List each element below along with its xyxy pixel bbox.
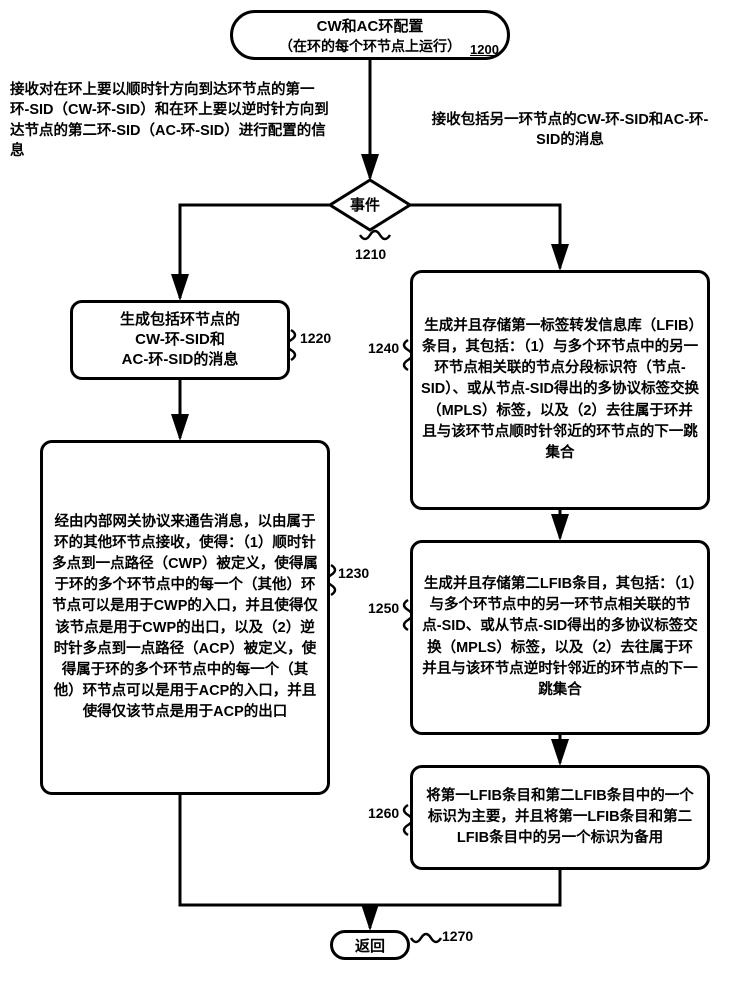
ref-1240: 1240 <box>368 340 399 356</box>
left-branch-label: 接收对在环上要以顺时针方向到达环节点的第一环-SID（CW-环-SID）和在环上… <box>10 80 330 161</box>
ref-1270: 1270 <box>442 928 473 944</box>
right-branch-label: 接收包括另一环节点的CW-环-SID和AC-环-SID的消息 <box>430 110 710 151</box>
ref-1220: 1220 <box>300 330 331 346</box>
flowchart-canvas: CW和AC环配置 （在环的每个环节点上运行） 1200 事件 1210 接收对在… <box>10 10 724 990</box>
box-1250: 生成并且存储第二LFIB条目，其包括：（1）与多个环节点中的另一环节点相关联的节… <box>410 540 710 735</box>
ref-1200: 1200 <box>470 42 499 57</box>
start-line1: CW和AC环配置 <box>317 15 424 36</box>
box-1240: 生成并且存储第一标签转发信息库（LFIB）条目，其包括：（1）与多个环节点中的另… <box>410 270 710 510</box>
end-terminator: 返回 <box>330 930 410 960</box>
decision-label: 事件 <box>350 196 380 216</box>
box-1220: 生成包括环节点的 CW-环-SID和 AC-环-SID的消息 <box>70 300 290 380</box>
ref-1250: 1250 <box>368 600 399 616</box>
start-line2: （在环的每个环节点上运行） <box>279 36 461 56</box>
ref-1210: 1210 <box>355 246 386 262</box>
start-terminator: CW和AC环配置 （在环的每个环节点上运行） <box>230 10 510 60</box>
ref-1260: 1260 <box>368 805 399 821</box>
box-1230: 经由内部网关协议来通告消息，以由属于环的其他环节点接收，使得：（1）顺时针多点到… <box>40 440 330 795</box>
box-1260: 将第一LFIB条目和第二LFIB条目中的一个标识为主要，并且将第一LFIB条目和… <box>410 765 710 870</box>
ref-1230: 1230 <box>338 565 369 581</box>
